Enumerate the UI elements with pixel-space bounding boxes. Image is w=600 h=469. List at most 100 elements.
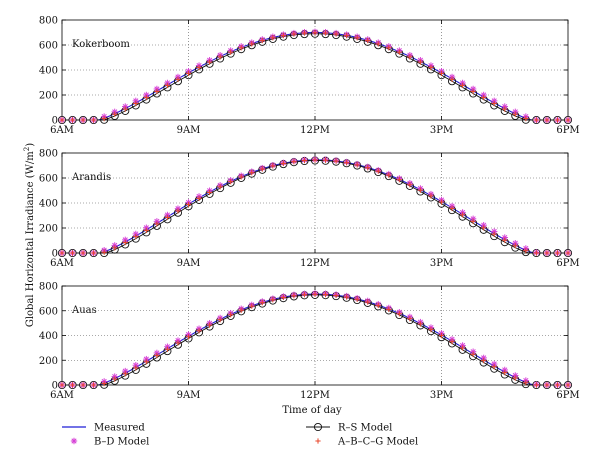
point-abcg-7 xyxy=(133,234,139,240)
y-tick-label: 400 xyxy=(39,331,58,342)
point-bd-8-stroke-3 xyxy=(143,225,149,231)
point-abcg-4 xyxy=(101,380,107,387)
point-abcg-10 xyxy=(164,214,171,221)
point-abcg-48 xyxy=(565,250,571,256)
point-abcg-28 xyxy=(354,162,360,168)
point-bd-39 xyxy=(469,348,477,355)
x-tick-label: 12PM xyxy=(300,258,330,269)
point-rs-0 xyxy=(57,248,67,258)
y-tick-label: 0 xyxy=(52,116,58,127)
point-abcg-48 xyxy=(565,117,571,123)
point-abcg-34 xyxy=(417,59,424,65)
point-abcg-2 xyxy=(80,117,86,123)
x-tick-label: 6PM xyxy=(556,390,579,401)
point-rs-48 xyxy=(563,380,573,390)
point-rs-1 xyxy=(68,380,77,390)
point-rs-1 xyxy=(68,248,77,258)
point-abcg-37 xyxy=(449,76,455,82)
x-tick-label: 6AM xyxy=(50,125,74,136)
point-abcg-1 xyxy=(69,382,76,388)
y-tick-label: 200 xyxy=(39,356,58,367)
x-axis-title: Time of day xyxy=(282,405,342,416)
point-abcg-17 xyxy=(238,307,244,313)
point-abcg-25 xyxy=(322,30,329,36)
point-abcg-39 xyxy=(470,88,476,95)
point-abcg-25 xyxy=(322,291,329,298)
point-bd-7-stroke-3 xyxy=(133,98,139,104)
point-abcg-46 xyxy=(544,382,550,388)
point-bd-40-stroke-3 xyxy=(481,222,487,228)
point-abcg-39 xyxy=(470,218,476,224)
legend-label: Measured xyxy=(94,423,145,434)
y-tick-label: 400 xyxy=(39,199,58,210)
point-bd-8 xyxy=(143,355,150,363)
point-abcg-12 xyxy=(185,70,192,76)
point-abcg-48 xyxy=(565,382,571,388)
point-bd-6-stroke-3 xyxy=(122,237,128,243)
legend-item-rs: R–S Model xyxy=(306,423,392,434)
point-abcg-28 xyxy=(354,35,360,41)
point-abcg-30 xyxy=(375,41,381,47)
point-abcg-6 xyxy=(122,371,128,377)
point-abcg-6 xyxy=(122,239,128,246)
point-abcg-11 xyxy=(175,340,181,346)
legend-swatch-marker xyxy=(70,437,78,445)
point-abcg-18 xyxy=(249,170,255,176)
point-abcg-45 xyxy=(533,250,539,256)
point-rs-47 xyxy=(553,380,562,390)
point-abcg-35 xyxy=(428,65,434,71)
point-abcg-18 xyxy=(249,41,255,47)
point-abcg-27 xyxy=(344,160,350,166)
y-axis-title-close: ) xyxy=(25,143,36,147)
point-abcg-0 xyxy=(59,382,65,388)
point-abcg-3 xyxy=(91,382,97,388)
point-abcg-9 xyxy=(154,352,160,359)
point-bd-41-stroke-3 xyxy=(491,228,497,235)
point-abcg-44 xyxy=(523,380,529,386)
point-abcg-31 xyxy=(386,172,392,178)
point-bd-40-stroke-3 xyxy=(481,355,487,361)
point-abcg-32 xyxy=(396,177,402,183)
series-abcg xyxy=(59,30,571,123)
point-bd-9-stroke-3 xyxy=(154,218,160,224)
point-abcg-35 xyxy=(428,327,434,333)
point-abcg-10 xyxy=(164,82,171,89)
point-abcg-0 xyxy=(59,250,65,256)
point-abcg-26 xyxy=(333,158,339,164)
point-rs-0 xyxy=(57,115,67,125)
point-abcg-29 xyxy=(365,37,371,44)
y-axis-title: Global Horizontal Irradiance (W/m2) xyxy=(23,143,36,327)
point-abcg-14 xyxy=(206,59,213,65)
point-bd-40-stroke-3 xyxy=(481,92,487,98)
y-tick-label: 0 xyxy=(52,381,58,392)
point-bd-42 xyxy=(501,366,508,374)
point-abcg-20 xyxy=(270,163,276,169)
point-rs-3 xyxy=(89,115,98,125)
point-abcg-16 xyxy=(228,49,234,55)
point-bd-41-stroke-3 xyxy=(491,361,497,367)
point-abcg-28 xyxy=(354,296,360,302)
point-abcg-17 xyxy=(238,174,244,180)
point-rs-3 xyxy=(89,380,98,390)
y-axis-title-sup: 2 xyxy=(23,147,31,151)
panel-1: 0 200 400 600 800 6AM 9AM 12PM 3PM 6PM Arandis xyxy=(39,149,580,270)
point-rs-1 xyxy=(68,115,77,125)
point-abcg-8 xyxy=(143,227,149,234)
point-abcg-30 xyxy=(375,302,381,309)
point-abcg-19 xyxy=(259,166,265,172)
legend-swatch-marker xyxy=(315,438,321,444)
point-abcg-47 xyxy=(554,117,561,123)
x-tick-label: 9AM xyxy=(177,390,201,401)
y-tick-label: 600 xyxy=(39,174,58,185)
point-abcg-31 xyxy=(386,45,392,51)
point-rs-48 xyxy=(563,115,573,125)
point-abcg-47 xyxy=(554,382,561,388)
point-abcg-43 xyxy=(512,243,518,249)
point-abcg-32 xyxy=(396,311,402,317)
x-tick-label: 3PM xyxy=(430,390,453,401)
point-abcg-29 xyxy=(365,165,371,171)
point-abcg-5 xyxy=(112,245,118,251)
point-abcg-32 xyxy=(396,49,402,55)
point-abcg-9 xyxy=(154,221,160,227)
y-tick-label: 400 xyxy=(39,66,58,77)
